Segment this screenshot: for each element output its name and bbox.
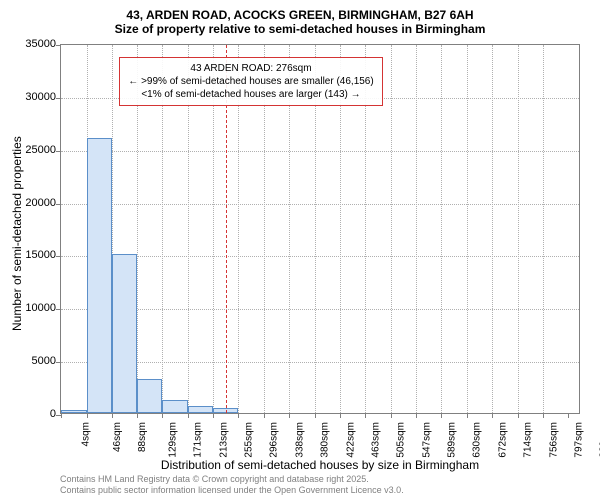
x-tick-mark (87, 413, 88, 418)
x-tick-mark (340, 413, 341, 418)
x-tick-mark (238, 413, 239, 418)
x-tick-label: 171sqm (193, 422, 204, 458)
histogram-bar (188, 406, 214, 413)
gridline-v (492, 45, 493, 413)
x-tick-mark (543, 413, 544, 418)
y-tick-label: 30000 (16, 91, 56, 103)
footer-line-1: Contains HM Land Registry data © Crown c… (60, 474, 580, 485)
y-tick-label: 25000 (16, 144, 56, 156)
x-tick-label: 338sqm (294, 422, 305, 458)
gridline-h (61, 256, 579, 257)
x-tick-label: 547sqm (421, 422, 432, 458)
gridline-v (467, 45, 468, 413)
annotation-line: <1% of semi-detached houses are larger (… (126, 88, 376, 101)
x-tick-mark (264, 413, 265, 418)
x-tick-label: 129sqm (168, 422, 179, 458)
x-tick-mark (365, 413, 366, 418)
x-tick-label: 422sqm (346, 422, 357, 458)
x-tick-mark (391, 413, 392, 418)
x-tick-label: 4sqm (80, 422, 91, 446)
x-tick-label: 463sqm (370, 422, 381, 458)
plot-area: 43 ARDEN ROAD: 276sqm← >99% of semi-deta… (60, 44, 580, 414)
y-tick-mark (56, 362, 61, 363)
x-tick-label: 505sqm (396, 422, 407, 458)
x-tick-label: 213sqm (219, 422, 230, 458)
x-tick-mark (162, 413, 163, 418)
annotation-line: ← >99% of semi-detached houses are small… (126, 75, 376, 88)
x-tick-label: 589sqm (447, 422, 458, 458)
x-tick-mark (213, 413, 214, 418)
y-tick-label: 0 (16, 408, 56, 420)
y-tick-mark (56, 151, 61, 152)
y-tick-mark (56, 256, 61, 257)
x-tick-label: 46sqm (112, 422, 123, 452)
x-tick-label: 88sqm (137, 422, 148, 452)
gridline-v (391, 45, 392, 413)
footer-line-2: Contains public sector information licen… (60, 485, 580, 496)
x-axis-label: Distribution of semi-detached houses by … (60, 458, 580, 472)
chart-title: 43, ARDEN ROAD, ACOCKS GREEN, BIRMINGHAM… (0, 0, 600, 40)
x-tick-label: 630sqm (472, 422, 483, 458)
y-tick-mark (56, 204, 61, 205)
histogram-bar (137, 379, 163, 413)
gridline-v (441, 45, 442, 413)
x-tick-mark (416, 413, 417, 418)
y-tick-label: 35000 (16, 38, 56, 50)
x-tick-label: 672sqm (497, 422, 508, 458)
histogram-bar (61, 410, 87, 413)
x-tick-mark (568, 413, 569, 418)
gridline-v (518, 45, 519, 413)
y-tick-label: 20000 (16, 197, 56, 209)
y-tick-mark (56, 309, 61, 310)
annotation-line: 43 ARDEN ROAD: 276sqm (126, 62, 376, 75)
histogram-chart: 43, ARDEN ROAD, ACOCKS GREEN, BIRMINGHAM… (0, 0, 600, 500)
gridline-h (61, 309, 579, 310)
x-tick-mark (441, 413, 442, 418)
x-tick-mark (315, 413, 316, 418)
x-tick-mark (518, 413, 519, 418)
x-tick-mark (137, 413, 138, 418)
y-tick-label: 10000 (16, 302, 56, 314)
x-tick-label: 380sqm (320, 422, 331, 458)
x-tick-label: 255sqm (244, 422, 255, 458)
y-tick-label: 15000 (16, 249, 56, 261)
histogram-bar (162, 400, 188, 413)
title-line-2: Size of property relative to semi-detach… (10, 22, 590, 36)
x-tick-mark (188, 413, 189, 418)
gridline-v (543, 45, 544, 413)
annotation-box: 43 ARDEN ROAD: 276sqm← >99% of semi-deta… (119, 57, 383, 106)
x-tick-label: 714sqm (523, 422, 534, 458)
x-tick-label: 296sqm (269, 422, 280, 458)
y-tick-label: 5000 (16, 355, 56, 367)
x-tick-mark (112, 413, 113, 418)
x-tick-label: 797sqm (573, 422, 584, 458)
x-tick-mark (467, 413, 468, 418)
gridline-h (61, 362, 579, 363)
histogram-bar (112, 254, 137, 413)
gridline-h (61, 204, 579, 205)
title-line-1: 43, ARDEN ROAD, ACOCKS GREEN, BIRMINGHAM… (10, 8, 590, 22)
x-tick-mark (61, 413, 62, 418)
footer-attribution: Contains HM Land Registry data © Crown c… (60, 474, 580, 496)
gridline-v (416, 45, 417, 413)
y-tick-mark (56, 98, 61, 99)
histogram-bar (87, 138, 113, 413)
x-tick-mark (289, 413, 290, 418)
y-tick-mark (56, 45, 61, 46)
x-tick-label: 756sqm (548, 422, 559, 458)
x-tick-mark (492, 413, 493, 418)
gridline-h (61, 151, 579, 152)
